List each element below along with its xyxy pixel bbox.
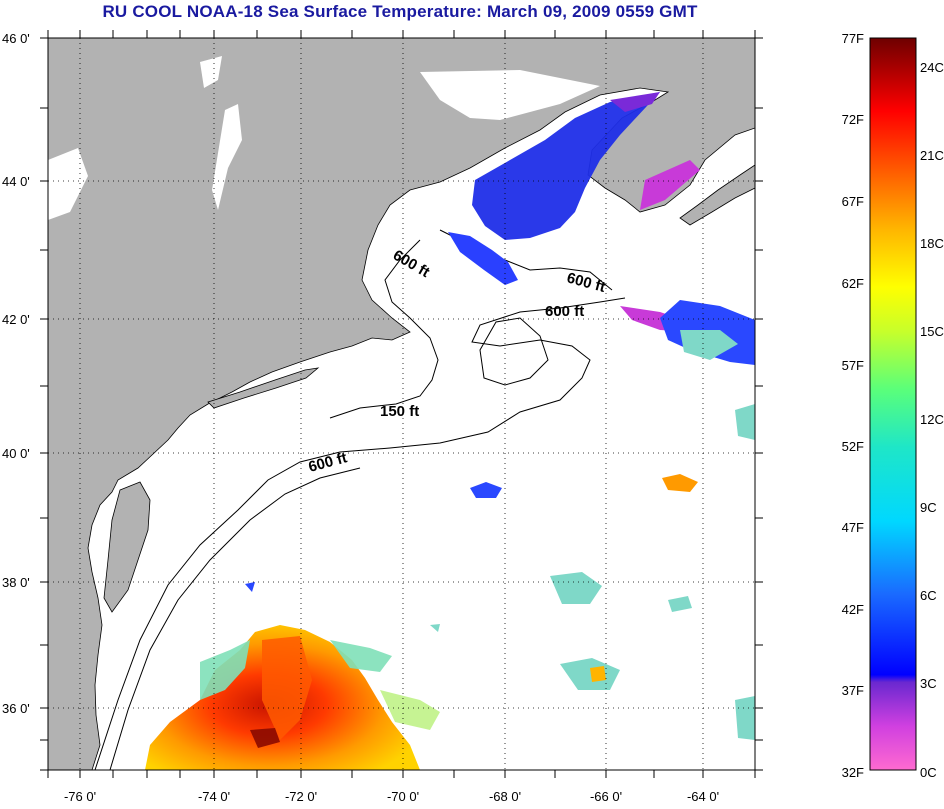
cb-c-12: 12C bbox=[920, 412, 944, 427]
cb-c-3: 3C bbox=[920, 676, 937, 691]
contour-label-600ft-3: 600 ft bbox=[545, 303, 584, 320]
land-delmarva bbox=[103, 481, 151, 613]
y-tick-36: 36 0' bbox=[2, 701, 30, 716]
land-long-island bbox=[207, 367, 320, 409]
cb-f-32: 32F bbox=[842, 765, 864, 780]
x-tick-70: -70 0' bbox=[387, 789, 419, 804]
cb-f-42: 42F bbox=[842, 602, 864, 617]
cb-c-9: 9C bbox=[920, 500, 937, 515]
cb-c-0: 0C bbox=[920, 765, 937, 780]
sst-gulf-of-maine bbox=[472, 92, 660, 240]
cb-f-57: 57F bbox=[842, 358, 864, 373]
map-frame bbox=[47, 37, 756, 771]
cb-f-77: 77F bbox=[842, 31, 864, 46]
x-tick-66: -66 0' bbox=[590, 789, 622, 804]
x-tick-68: -68 0' bbox=[489, 789, 521, 804]
cb-f-37: 37F bbox=[842, 683, 864, 698]
axis-ticks bbox=[40, 30, 763, 778]
y-axis-labels: 46 0' 44 0' 42 0' 40 0' 38 0' 36 0' bbox=[2, 31, 30, 716]
map-title: RU COOL NOAA-18 Sea Surface Temperature:… bbox=[102, 2, 698, 21]
x-axis-labels: -76 0' -74 0' -72 0' -70 0' -68 0' -66 0… bbox=[64, 789, 719, 804]
x-tick-72: -72 0' bbox=[285, 789, 317, 804]
colorbar-fahrenheit-labels: 77F 72F 67F 62F 57F 52F 47F 42F 37F 32F bbox=[842, 31, 864, 780]
cb-c-24: 24C bbox=[920, 60, 944, 75]
land-nova-scotia bbox=[679, 164, 755, 226]
colorbar-celsius-labels: 24C 21C 18C 15C 12C 9C 6C 3C 0C bbox=[920, 60, 944, 780]
cb-c-18: 18C bbox=[920, 236, 944, 251]
colorbar bbox=[869, 37, 917, 771]
y-tick-44: 44 0' bbox=[2, 174, 30, 189]
cb-f-62: 62F bbox=[842, 276, 864, 291]
y-tick-46: 46 0' bbox=[2, 31, 30, 46]
y-tick-38: 38 0' bbox=[2, 575, 30, 590]
land-north-america bbox=[48, 38, 755, 770]
x-tick-74: -74 0' bbox=[198, 789, 230, 804]
lat-lon-grid bbox=[48, 37, 755, 770]
cb-c-21: 21C bbox=[920, 148, 944, 163]
cb-f-52: 52F bbox=[842, 439, 864, 454]
cb-c-6: 6C bbox=[920, 588, 937, 603]
cb-f-67: 67F bbox=[842, 194, 864, 209]
cb-c-15: 15C bbox=[920, 324, 944, 339]
y-tick-42: 42 0' bbox=[2, 312, 30, 327]
y-tick-40: 40 0' bbox=[2, 446, 30, 461]
cb-f-47: 47F bbox=[842, 520, 864, 535]
contour-label-150ft: 150 ft bbox=[380, 403, 419, 420]
x-tick-76: -76 0' bbox=[64, 789, 96, 804]
cb-f-72: 72F bbox=[842, 112, 864, 127]
x-tick-64: -64 0' bbox=[687, 789, 719, 804]
